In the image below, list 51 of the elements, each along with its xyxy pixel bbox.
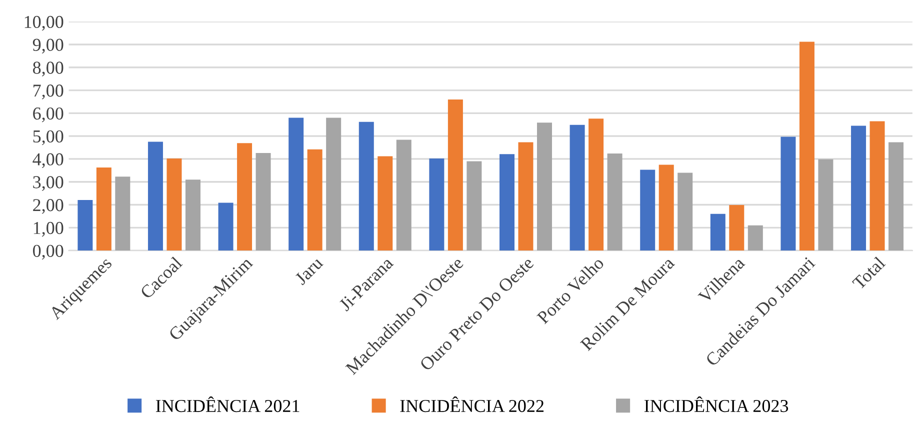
x-tick-label: Jaru [294,256,324,286]
bar [218,202,234,251]
bar [288,118,304,251]
bar [640,170,656,251]
bar [500,154,514,251]
bar [607,153,622,251]
y-tick-label: 1,00 [34,222,64,237]
bar [888,142,904,251]
y-tick-label: 9,00 [32,38,64,54]
bar [729,204,744,251]
bar [851,126,866,251]
bar [148,142,163,251]
bar [326,118,342,251]
bar [358,122,374,251]
bar [748,225,763,251]
bar [378,156,393,251]
bar [396,140,412,251]
bar [115,176,130,251]
legend-label: INCIDÊNCIA 2021 [156,396,300,412]
bar [870,121,885,251]
bar [466,161,482,251]
bar [799,42,814,251]
legend-label: INCIDÊNCIA 2022 [400,396,544,412]
y-tick-label: 10,00 [24,16,64,31]
y-tick-label: 7,00 [34,84,64,100]
bar [256,153,271,251]
bar [588,118,604,251]
bar [780,136,796,251]
bar [658,164,674,251]
bar [307,149,322,251]
bar [166,158,182,251]
bar [96,167,112,251]
bar [78,200,93,251]
bar [678,172,693,251]
y-tick-label: 5,00 [33,130,64,146]
y-tick-label: 8,00 [33,62,64,76]
y-tick-label: 0,00 [33,244,64,260]
bar [518,142,534,251]
y-tick-label: 3,00 [33,176,64,191]
bar [237,143,252,251]
legend-label: INCIDÊNCIA 2023 [644,396,788,412]
y-tick-label: 4,00 [32,153,64,168]
bar [536,122,552,251]
bar [448,99,463,251]
bar [185,180,200,251]
bar [429,158,444,251]
y-tick-label: 6,00 [33,107,64,122]
bar [710,214,726,251]
bar [818,159,834,251]
y-tick-label: 2,00 [33,199,64,214]
bar [570,124,585,251]
